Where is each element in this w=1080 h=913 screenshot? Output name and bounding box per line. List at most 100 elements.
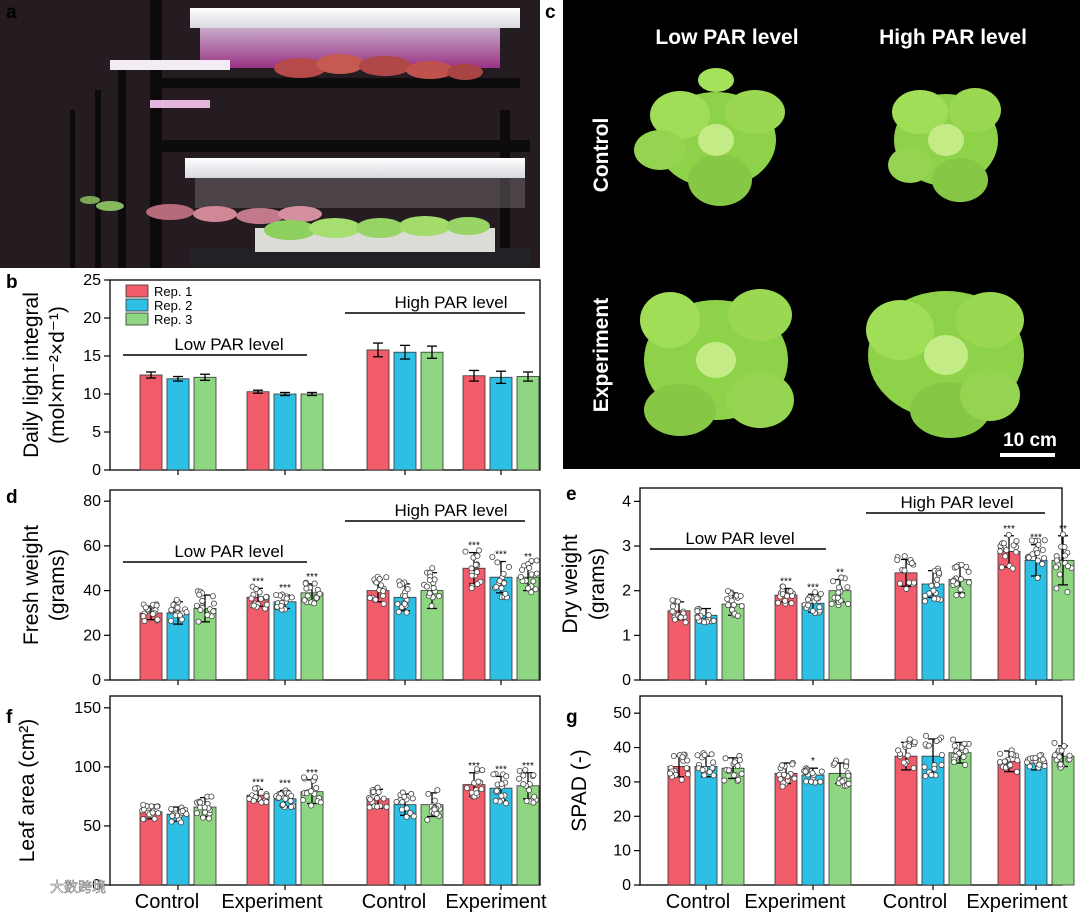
category-label: Experiment — [966, 891, 1068, 913]
data-point — [366, 594, 373, 601]
data-point — [965, 568, 972, 575]
y-tick-label: 40 — [613, 740, 631, 757]
bar — [273, 393, 297, 471]
data-point — [251, 785, 258, 792]
data-point — [374, 803, 381, 810]
data-point — [516, 775, 523, 782]
data-point — [725, 767, 732, 774]
data-point — [925, 742, 932, 749]
bar — [366, 798, 390, 886]
data-point — [250, 797, 257, 804]
data-point — [775, 599, 782, 606]
data-point — [1041, 555, 1048, 562]
data-point — [1008, 751, 1015, 758]
data-point — [998, 564, 1005, 571]
bar — [166, 378, 190, 471]
significance-label: *** — [1003, 524, 1015, 535]
data-point — [142, 604, 149, 611]
data-point — [520, 772, 527, 779]
data-point — [380, 588, 387, 595]
significance-label: *** — [279, 583, 291, 594]
data-point — [1036, 752, 1043, 759]
data-point — [701, 619, 708, 626]
group-label: High PAR level — [900, 493, 1013, 512]
data-point — [301, 597, 308, 604]
data-point — [403, 805, 410, 812]
data-point — [845, 600, 852, 607]
y-tick-label: 50 — [613, 705, 631, 722]
data-point — [502, 590, 509, 597]
data-point — [708, 751, 715, 758]
panel-label-f: f — [6, 707, 13, 728]
data-point — [670, 753, 677, 760]
data-point — [1034, 557, 1041, 564]
significance-label: *** — [807, 582, 819, 593]
data-point — [308, 802, 315, 809]
y-tick-label: 40 — [83, 583, 101, 600]
data-point — [933, 581, 940, 588]
data-point — [782, 597, 789, 604]
data-point — [684, 757, 691, 764]
data-point — [845, 780, 852, 787]
group-label: High PAR level — [394, 501, 507, 520]
data-point — [1061, 543, 1068, 550]
legend-label: Rep. 3 — [154, 312, 192, 327]
data-point — [153, 602, 160, 609]
data-point — [705, 612, 712, 619]
data-point — [843, 758, 850, 765]
category-labels-left: Control Experiment Control Experiment — [135, 891, 547, 913]
data-point — [426, 590, 433, 597]
data-point — [1062, 552, 1069, 559]
bar — [193, 376, 217, 471]
data-point — [809, 607, 816, 614]
data-point — [835, 584, 842, 591]
data-point — [694, 608, 701, 615]
data-point — [519, 566, 526, 573]
data-point — [168, 818, 175, 825]
data-point — [957, 586, 964, 593]
data-point — [434, 787, 441, 794]
data-point — [366, 804, 373, 811]
data-point — [734, 762, 741, 769]
bar — [721, 767, 745, 886]
data-point — [498, 792, 505, 799]
data-point — [938, 751, 945, 758]
bar — [774, 772, 798, 886]
data-point — [1036, 761, 1043, 768]
data-point — [1053, 564, 1060, 571]
bar — [516, 576, 540, 681]
data-point — [1056, 753, 1063, 760]
y-axis-label: Dry weight — [559, 534, 582, 633]
data-point — [402, 593, 409, 600]
y-tick-label: 4 — [622, 493, 631, 510]
data-point — [1034, 549, 1041, 556]
data-point — [701, 772, 708, 779]
data-point — [288, 594, 295, 601]
data-point — [951, 742, 958, 749]
data-point — [393, 798, 400, 805]
data-point — [1003, 547, 1010, 554]
data-point — [253, 586, 260, 593]
data-point — [263, 793, 270, 800]
data-point — [961, 740, 968, 747]
data-point — [183, 609, 190, 616]
data-point — [307, 788, 314, 795]
panel-label-a: a — [6, 2, 17, 23]
bar — [462, 375, 486, 471]
data-point — [669, 597, 676, 604]
data-point — [251, 602, 258, 609]
data-point — [839, 778, 846, 785]
data-point — [779, 762, 786, 769]
data-point — [490, 771, 497, 778]
data-point — [736, 757, 743, 764]
data-point — [908, 560, 915, 567]
data-point — [725, 602, 732, 609]
data-point — [830, 578, 837, 585]
legend-label: Rep. 1 — [154, 284, 192, 299]
data-point — [423, 583, 430, 590]
category-label: Control — [362, 891, 426, 913]
y-axis-label: Leaf area (cm²) — [16, 719, 39, 863]
significance-label: ** — [524, 552, 532, 563]
data-point — [1025, 554, 1032, 561]
data-point — [813, 595, 820, 602]
